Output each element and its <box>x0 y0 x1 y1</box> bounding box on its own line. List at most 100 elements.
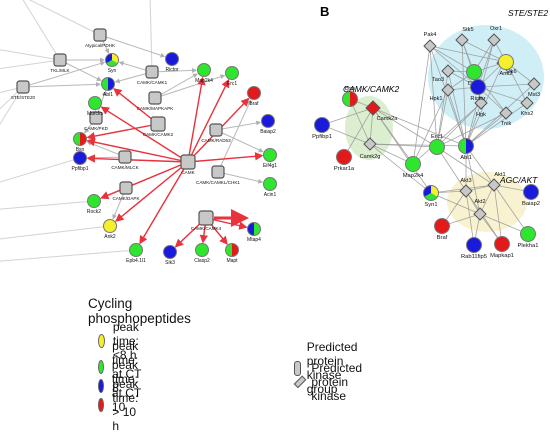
substrate-node <box>262 115 275 128</box>
substrate-node <box>248 223 261 236</box>
substrate-circle <box>88 195 101 208</box>
substrate-node <box>166 53 179 66</box>
kinase-group-label: Atypical/PDHK <box>85 43 116 48</box>
kinase-node <box>424 40 436 52</box>
kinase-label: Tnik <box>501 121 512 127</box>
substrate-label: Ppfibp1 <box>312 134 332 140</box>
edge-gray <box>218 100 251 172</box>
substrate-circle <box>406 157 421 172</box>
kinase-label: Camk2g <box>360 154 381 160</box>
substrate-circle <box>74 152 87 165</box>
group-label-camk: CAMK/CAMK2 <box>343 84 399 94</box>
substrate-node <box>248 87 261 100</box>
offscreen-edge <box>0 250 136 262</box>
substrate-circle <box>164 246 177 259</box>
substrate-node <box>424 186 439 201</box>
substrate-label: Marcks <box>87 111 104 117</box>
substrate-circle <box>264 178 277 191</box>
substrate-label: Abl1 <box>103 92 113 98</box>
substrate-label: Syn <box>108 68 117 74</box>
kinase-group-label: CAMK/CAMKL/CHK1 <box>196 180 240 185</box>
substrate-node <box>130 244 143 257</box>
substrate-circle <box>196 244 209 257</box>
substrate-node <box>521 227 536 242</box>
substrate-node <box>467 65 482 80</box>
kinase-group-node <box>17 81 29 93</box>
substrate-circle <box>430 140 445 155</box>
substrate-node <box>467 238 482 253</box>
substrate-label: Mtap4 <box>247 237 261 243</box>
substrate-node <box>106 54 119 67</box>
kinase-label: Hpk1 <box>429 96 442 102</box>
substrate-node <box>337 150 352 165</box>
legend-kinase-symbol: Predicted protein kinase <box>294 361 368 403</box>
kinase-group-node <box>120 182 132 194</box>
substrate-label: Baiap2 <box>260 129 276 135</box>
substrate-label: Ank2 <box>104 234 116 240</box>
substrate-node <box>164 246 177 259</box>
kinase-group-label: STE/STE20 <box>11 95 36 100</box>
group-label-ste: STE/STE2 <box>508 8 548 18</box>
substrate-node <box>88 195 101 208</box>
substrate-circle <box>166 53 179 66</box>
substrate-label: Braf <box>437 235 448 241</box>
substrate-node <box>499 55 514 70</box>
substrate-node <box>524 185 539 200</box>
kinase-label: Camk2a <box>377 116 399 122</box>
substrate-segment <box>459 139 467 154</box>
legend-kinase-label: Predicted protein kinase <box>311 361 367 403</box>
kinase-group-label: CAMK/MAPKAPK <box>137 106 175 111</box>
red-dot-icon <box>98 398 104 412</box>
network-diagram: Atypical/PDHKTKL/MLKSTE/STE20CAMK/CAMK1C… <box>0 0 550 400</box>
substrate-label: Braf <box>249 101 259 107</box>
edge-red <box>188 80 228 162</box>
kinase-group-label: TKL/MLK <box>50 68 70 73</box>
substrate-label: Prkar1a <box>334 166 355 172</box>
substrate-circle <box>337 150 352 165</box>
substrate-node <box>196 244 209 257</box>
offscreen-edge <box>20 0 60 60</box>
kinase-label: Stk5 <box>462 27 473 33</box>
substrate-label: Erc1 <box>227 81 238 87</box>
substrate-label: Ppfibp1 <box>72 166 89 172</box>
kinase-group-label: CAMK <box>181 170 195 175</box>
kinase-group-node <box>199 211 213 225</box>
substrate-circle <box>524 185 539 200</box>
kinase-label: Khs2 <box>521 111 534 117</box>
substrate-label: Rictor <box>165 67 178 73</box>
kinase-group-label: CAMK/DAPK <box>112 196 140 201</box>
substrate-circle <box>467 238 482 253</box>
substrate-label: Erc1 <box>431 134 443 140</box>
substrate-label: Syn1 <box>424 202 437 208</box>
kinase-group-node <box>181 155 195 169</box>
kinase-group-label: CAMK/PKD <box>84 126 109 131</box>
substrate-circle <box>264 149 277 162</box>
substrate-node <box>226 244 239 257</box>
substrate-segment <box>254 223 261 236</box>
substrate-label: Epb4.1l1 <box>126 258 146 264</box>
offscreen-edge <box>0 226 110 240</box>
substrate-label: Ank2 <box>499 71 512 77</box>
substrate-label: Mapt <box>226 258 238 264</box>
substrate-label: Rock2 <box>87 209 101 215</box>
substrate-node <box>89 97 102 110</box>
kinase-group-node <box>54 54 66 66</box>
kinase-group-label: CAMK/CAMK2 <box>143 132 174 137</box>
kinase-label: Pak4 <box>424 32 437 38</box>
substrate-label: Map2k4 <box>403 173 424 179</box>
substrate-segment <box>102 78 109 91</box>
kinase-group-node <box>212 166 224 178</box>
kinase-diamond-icon <box>294 376 307 389</box>
kinase-group-label: CAMK/MLCK <box>111 165 139 170</box>
substrate-circle <box>198 64 211 77</box>
kinase-group-node <box>151 117 165 131</box>
substrate-label: Sik3 <box>165 260 175 266</box>
substrate-circle <box>248 87 261 100</box>
substrate-node <box>102 78 115 91</box>
panel-label: B <box>320 4 329 19</box>
substrate-node <box>315 118 330 133</box>
offscreen-edge <box>0 48 60 60</box>
substrate-segment <box>80 133 87 146</box>
substrate-circle <box>104 220 117 233</box>
kinase-label: Mst3 <box>528 92 540 98</box>
